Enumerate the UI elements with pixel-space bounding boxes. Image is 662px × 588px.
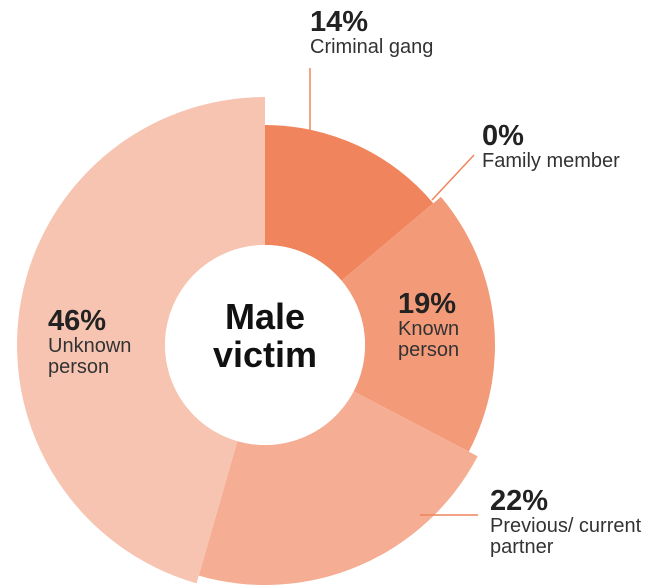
value-label: 0% xyxy=(482,120,524,152)
category-label: Criminal gang xyxy=(310,36,434,58)
category-label: Previous/ current partner xyxy=(490,515,642,558)
value-label: 46% xyxy=(48,305,107,337)
category-label: Known person xyxy=(398,318,460,361)
donut-hole xyxy=(165,245,365,445)
leader-line xyxy=(431,154,475,201)
slice-label: 22% Previous/ current partner xyxy=(490,487,662,558)
value-label: 19% xyxy=(398,288,457,320)
value-label: 14% xyxy=(310,6,369,38)
value-label: 22% xyxy=(490,485,549,517)
wedge xyxy=(265,125,434,281)
category-label: Family member xyxy=(482,150,620,172)
wedge xyxy=(198,391,478,585)
wedge xyxy=(17,97,265,584)
wedge xyxy=(341,196,495,452)
center-label: Male victim xyxy=(212,296,318,375)
slice-label: 14% Criminal gang xyxy=(310,8,470,58)
wedges xyxy=(17,97,495,585)
slice-label: 19% Known person xyxy=(398,290,488,361)
category-label: Unknown person xyxy=(48,335,132,378)
slice-label: 46% Unknown person xyxy=(48,307,158,378)
slice-label: 0% Family member xyxy=(482,122,662,172)
